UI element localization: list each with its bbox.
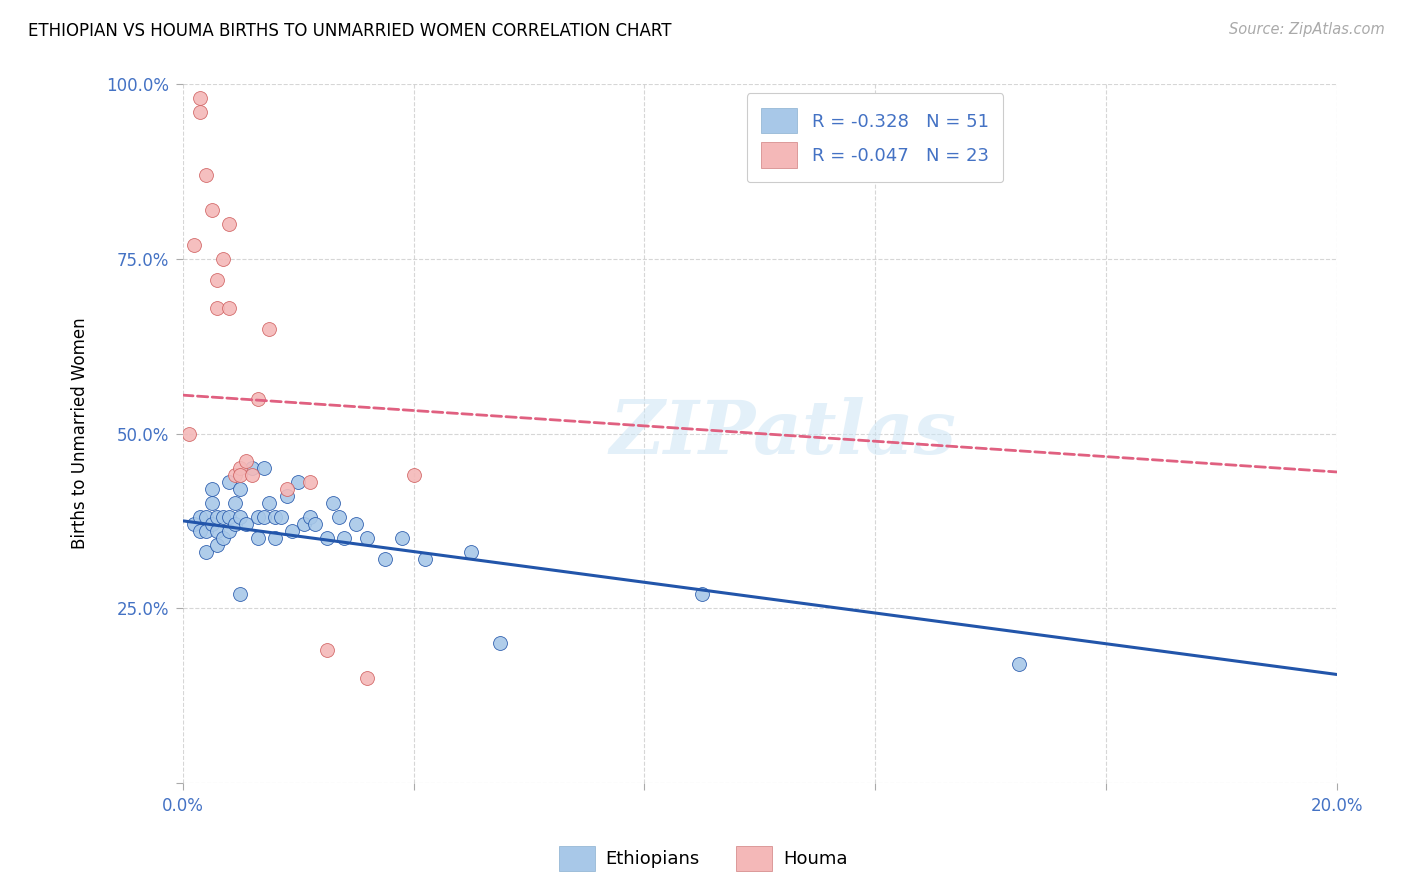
- Point: [207, 273, 229, 287]
- Text: Source: ZipAtlas.com: Source: ZipAtlas.com: [1229, 22, 1385, 37]
- Point: [229, 510, 252, 524]
- Point: [224, 496, 246, 510]
- Point: [328, 510, 350, 524]
- Point: [489, 636, 512, 650]
- Point: [224, 468, 246, 483]
- Point: [391, 531, 413, 545]
- Point: [264, 531, 287, 545]
- Point: [183, 517, 205, 532]
- Point: [460, 545, 482, 559]
- Point: [235, 454, 257, 468]
- Point: [229, 483, 252, 497]
- Point: [201, 517, 224, 532]
- Point: [304, 517, 326, 532]
- Point: [188, 524, 211, 539]
- Point: [259, 322, 281, 336]
- Point: [207, 510, 229, 524]
- Point: [402, 468, 425, 483]
- Point: [252, 510, 274, 524]
- Point: [188, 510, 211, 524]
- Point: [270, 510, 292, 524]
- Point: [194, 510, 217, 524]
- Point: [276, 483, 298, 497]
- Point: [229, 468, 252, 483]
- Point: [298, 475, 321, 490]
- Point: [218, 217, 240, 231]
- Point: [281, 524, 304, 539]
- Point: [322, 496, 344, 510]
- Y-axis label: Births to Unmarried Women: Births to Unmarried Women: [72, 318, 89, 549]
- Point: [252, 461, 274, 475]
- Point: [194, 545, 217, 559]
- Point: [235, 517, 257, 532]
- Point: [259, 496, 281, 510]
- Point: [276, 489, 298, 503]
- Point: [188, 105, 211, 120]
- Point: [194, 524, 217, 539]
- Point: [240, 468, 263, 483]
- Point: [298, 510, 321, 524]
- Point: [207, 301, 229, 315]
- Point: [218, 524, 240, 539]
- Point: [356, 531, 378, 545]
- Point: [374, 552, 396, 566]
- Point: [183, 238, 205, 252]
- Point: [316, 531, 339, 545]
- Point: [194, 168, 217, 182]
- Point: [246, 392, 269, 406]
- Point: [413, 552, 436, 566]
- Point: [218, 510, 240, 524]
- Point: [287, 475, 309, 490]
- Point: [212, 531, 235, 545]
- Point: [240, 461, 263, 475]
- Point: [207, 538, 229, 552]
- Point: [344, 517, 367, 532]
- Point: [246, 531, 269, 545]
- Text: ZIPatlas: ZIPatlas: [609, 397, 956, 470]
- Legend: R = -0.328   N = 51, R = -0.047   N = 23: R = -0.328 N = 51, R = -0.047 N = 23: [747, 94, 1004, 183]
- Point: [212, 510, 235, 524]
- Point: [201, 483, 224, 497]
- Point: [356, 671, 378, 685]
- Point: [207, 524, 229, 539]
- Point: [246, 510, 269, 524]
- Point: [316, 643, 339, 657]
- Point: [292, 517, 315, 532]
- Text: ETHIOPIAN VS HOUMA BIRTHS TO UNMARRIED WOMEN CORRELATION CHART: ETHIOPIAN VS HOUMA BIRTHS TO UNMARRIED W…: [28, 22, 672, 40]
- Point: [333, 531, 356, 545]
- Point: [212, 252, 235, 266]
- Point: [188, 91, 211, 105]
- Point: [218, 301, 240, 315]
- Point: [229, 587, 252, 601]
- Point: [201, 496, 224, 510]
- Point: [201, 203, 224, 218]
- Point: [229, 461, 252, 475]
- Point: [218, 475, 240, 490]
- Point: [1008, 657, 1031, 671]
- Point: [264, 510, 287, 524]
- Point: [690, 587, 713, 601]
- Point: [177, 426, 200, 441]
- Point: [224, 517, 246, 532]
- Legend: Ethiopians, Houma: Ethiopians, Houma: [551, 838, 855, 879]
